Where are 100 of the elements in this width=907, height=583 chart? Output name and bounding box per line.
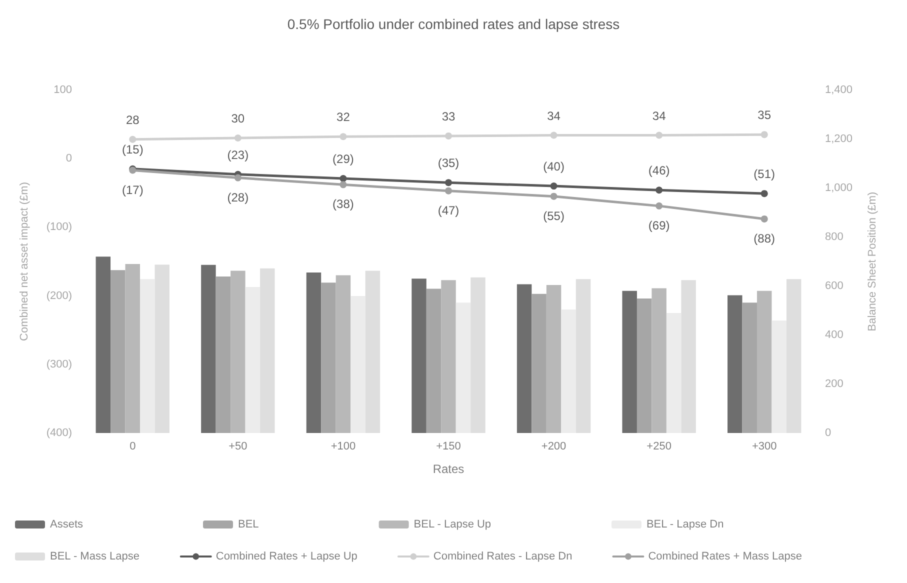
legend-label: Combined Rates + Mass Lapse bbox=[648, 550, 802, 562]
bar bbox=[456, 302, 471, 433]
data-label: 34 bbox=[547, 108, 561, 123]
x-tick-label: +150 bbox=[436, 440, 461, 452]
bar bbox=[321, 282, 336, 433]
bar bbox=[96, 256, 111, 433]
bar bbox=[441, 280, 456, 433]
y2-tick-label: 200 bbox=[825, 378, 844, 390]
bar bbox=[756, 290, 772, 433]
point bbox=[340, 174, 347, 182]
bar bbox=[470, 277, 486, 433]
bar bbox=[532, 294, 546, 433]
chart-title: 0.5% Portfolio under combined rates and lapse stress bbox=[287, 16, 620, 32]
bar bbox=[561, 310, 576, 433]
legend-label: BEL - Mass Lapse bbox=[50, 550, 140, 562]
point bbox=[760, 215, 768, 222]
data-label: (51) bbox=[754, 167, 776, 182]
legend-label: Combined Rates + Lapse Up bbox=[216, 550, 358, 562]
data-label: (40) bbox=[543, 160, 564, 174]
bar bbox=[412, 278, 426, 433]
bar bbox=[426, 288, 442, 433]
bar bbox=[125, 264, 140, 433]
bar bbox=[365, 270, 380, 433]
y-tick-label: (100) bbox=[46, 221, 72, 234]
y2-tick-label: 1,000 bbox=[825, 182, 853, 194]
data-label: 34 bbox=[652, 108, 666, 123]
point bbox=[445, 187, 452, 194]
y2-axis-title: Balance Sheet Position (£m) bbox=[866, 192, 878, 332]
point bbox=[550, 192, 558, 200]
x-tick-label: 0 bbox=[130, 440, 136, 452]
x-axis-title: Rates bbox=[432, 462, 464, 476]
point bbox=[656, 202, 663, 210]
bar bbox=[110, 270, 126, 433]
bar bbox=[306, 272, 322, 433]
data-label: (29) bbox=[332, 152, 354, 166]
data-label: 32 bbox=[336, 110, 350, 124]
point bbox=[234, 174, 242, 182]
legend-label: Assets bbox=[50, 518, 84, 530]
y-tick-label: (300) bbox=[46, 358, 72, 370]
data-label: 30 bbox=[231, 112, 245, 126]
y-tick-label: (400) bbox=[46, 427, 72, 439]
point bbox=[445, 179, 452, 186]
bar bbox=[786, 279, 802, 433]
bar bbox=[681, 280, 696, 433]
legend-label: BEL - Lapse Dn bbox=[646, 518, 724, 530]
bar bbox=[245, 286, 260, 433]
data-label: (38) bbox=[332, 197, 354, 212]
data-label: (46) bbox=[648, 164, 670, 178]
bar bbox=[772, 320, 786, 433]
y-tick-label: 100 bbox=[54, 84, 72, 96]
bar bbox=[230, 270, 246, 433]
data-label: 33 bbox=[442, 109, 456, 124]
point bbox=[550, 182, 558, 190]
y2-tick-label: 1,200 bbox=[825, 133, 853, 145]
y-tick-label: (200) bbox=[46, 290, 72, 302]
x-tick-label: +300 bbox=[752, 440, 777, 452]
point bbox=[129, 136, 136, 143]
bar bbox=[636, 298, 652, 433]
point bbox=[760, 190, 768, 198]
y2-tick-label: 600 bbox=[825, 280, 844, 292]
y-axis-title: Combined net asset impact (£m) bbox=[18, 182, 30, 341]
data-label: (55) bbox=[543, 208, 564, 223]
bar bbox=[350, 296, 366, 433]
data-label: (88) bbox=[754, 231, 776, 246]
bar bbox=[622, 290, 637, 433]
point bbox=[445, 132, 452, 140]
y2-tick-label: 1,400 bbox=[825, 84, 853, 96]
point bbox=[760, 131, 768, 138]
data-label: (17) bbox=[122, 182, 144, 197]
y-tick-label: 0 bbox=[66, 152, 72, 165]
y2-tick-label: 0 bbox=[825, 427, 832, 439]
bar bbox=[742, 302, 757, 433]
bar bbox=[201, 264, 216, 433]
x-tick-label: +200 bbox=[541, 440, 566, 452]
legend-label: BEL bbox=[238, 518, 259, 530]
data-label: (69) bbox=[648, 218, 670, 232]
point bbox=[656, 132, 663, 139]
bar bbox=[140, 279, 155, 433]
point bbox=[550, 132, 558, 139]
bar bbox=[260, 268, 275, 433]
x-tick-label: +250 bbox=[646, 440, 672, 452]
bar bbox=[216, 276, 231, 433]
point bbox=[340, 181, 347, 188]
legend-label: Combined Rates - Lapse Dn bbox=[433, 550, 572, 562]
data-label: (15) bbox=[122, 142, 144, 156]
bar bbox=[336, 275, 351, 433]
data-label: (28) bbox=[227, 190, 249, 204]
data-label: 28 bbox=[126, 112, 140, 127]
data-label: (35) bbox=[438, 156, 460, 170]
y2-tick-label: 400 bbox=[825, 329, 844, 341]
data-label: (47) bbox=[438, 203, 460, 218]
bar bbox=[728, 295, 742, 433]
data-label: (23) bbox=[227, 148, 249, 162]
point bbox=[234, 134, 242, 142]
bar bbox=[652, 288, 666, 433]
point bbox=[656, 186, 663, 194]
y2-tick-label: 800 bbox=[825, 231, 844, 243]
bar bbox=[516, 284, 532, 433]
bar bbox=[576, 279, 591, 433]
data-label: 35 bbox=[758, 108, 772, 122]
